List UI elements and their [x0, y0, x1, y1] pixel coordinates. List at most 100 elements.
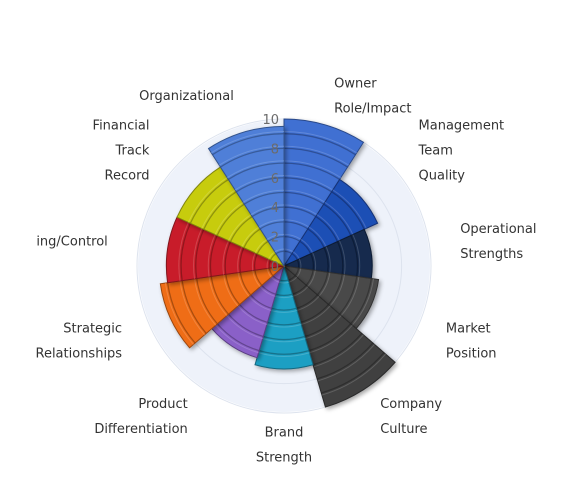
sector-band-highlight: [226, 315, 263, 340]
sector-band: [283, 191, 325, 205]
sector-band: [210, 276, 229, 315]
sector-band-highlight: [313, 334, 364, 368]
sector-band: [228, 162, 285, 180]
tick-label: 6: [271, 172, 279, 187]
sector-band-highlight: [329, 274, 345, 307]
sector-band-highlight: [283, 145, 350, 166]
sector-band: [304, 313, 341, 338]
category-label: Track: [114, 143, 149, 158]
category-label: Market: [446, 321, 491, 336]
category-label: Brand: [265, 426, 304, 441]
sector-band-highlight: [237, 272, 250, 297]
sector-band-highlight: [283, 219, 310, 228]
category-label: ing/Control: [36, 235, 107, 250]
sector-band-highlight: [228, 214, 252, 241]
sector-band: [225, 274, 241, 305]
sector-band: [250, 294, 272, 309]
sector-band-highlight: [194, 278, 217, 326]
sector-band-highlight: [266, 324, 302, 328]
sector-band: [323, 247, 329, 273]
tick-label: 10: [262, 113, 279, 128]
sector-band-highlight: [187, 177, 228, 223]
sector-band-highlight: [250, 204, 285, 216]
sector-band-highlight: [223, 274, 239, 307]
category-label: Strengths: [460, 247, 523, 262]
sector-band: [224, 241, 232, 275]
sector-band-highlight: [266, 233, 285, 240]
sector-band-highlight: [178, 222, 189, 282]
sector-band: [283, 206, 317, 218]
sector-band: [216, 323, 260, 352]
sector-band: [339, 276, 358, 315]
sector-band: [258, 350, 310, 355]
sector-band-highlight: [262, 338, 306, 343]
sector-brand-strength: [254, 264, 314, 370]
sector-band: [251, 206, 285, 218]
sector-band: [315, 215, 339, 242]
sector-band: [196, 278, 218, 325]
sector-band-highlight: [218, 145, 285, 166]
sector-band: [283, 147, 348, 168]
sector-wedge: [283, 118, 365, 268]
sector-band: [189, 178, 229, 224]
sector-band-highlight: [340, 276, 360, 316]
sector-band-highlight: [270, 309, 298, 313]
sector-band: [350, 235, 359, 277]
sector-band: [279, 279, 289, 282]
sector-band: [239, 247, 245, 273]
sector-wedge: [254, 264, 314, 370]
category-label: Culture: [380, 422, 427, 437]
sector-band-highlight: [258, 352, 310, 357]
sector-band-highlight: [242, 189, 285, 203]
sector-band: [203, 191, 237, 230]
sector-band: [263, 335, 305, 341]
sector-band: [181, 280, 207, 334]
sector-band: [275, 250, 285, 255]
sector-band-highlight: [301, 305, 331, 326]
sector-band-highlight: [274, 248, 285, 253]
category-label: Product: [138, 397, 187, 412]
sector-band: [166, 282, 196, 344]
category-label: Team: [418, 143, 453, 158]
sector-band-highlight: [226, 160, 285, 179]
sector-band: [316, 342, 374, 380]
sector-band-highlight: [207, 234, 216, 277]
sector-band: [296, 294, 318, 309]
sector-strategic-relationships: [159, 265, 286, 349]
sector-band-highlight: [283, 131, 357, 154]
category-label: Differentiation: [94, 422, 187, 437]
sector-band: [267, 235, 285, 242]
sector-band: [235, 177, 285, 193]
sector-company-culture: [283, 264, 396, 408]
sector-band: [300, 304, 329, 324]
sector-band-highlight: [237, 246, 243, 273]
sector-band-highlight: [258, 219, 285, 228]
sector-band: [243, 228, 261, 248]
sector-band-highlight: [201, 189, 236, 229]
sector-band: [321, 352, 385, 394]
sector-band-highlight: [283, 204, 318, 216]
sector-band: [350, 278, 372, 325]
sector-band: [180, 222, 191, 281]
category-label: Strength: [256, 451, 312, 466]
sector-band: [316, 272, 329, 296]
category-label: Owner: [334, 77, 377, 92]
sector-band: [227, 313, 264, 338]
sector-band: [243, 191, 285, 205]
sector-band-highlight: [308, 226, 327, 247]
sector-band-highlight: [318, 272, 331, 297]
sector-band-highlight: [296, 295, 320, 311]
sector-band: [327, 274, 343, 305]
category-label: Quality: [419, 168, 466, 183]
sector-band: [212, 133, 285, 156]
sector-band: [239, 272, 252, 296]
sector-band-highlight: [248, 295, 272, 311]
sector-band-highlight: [339, 240, 346, 275]
sector-band: [195, 229, 205, 279]
category-label: Company: [380, 397, 442, 412]
category-label: Role/Impact: [334, 102, 411, 117]
sector-band-highlight: [325, 246, 331, 273]
sector-band: [283, 177, 333, 193]
category-label: Position: [446, 346, 497, 361]
